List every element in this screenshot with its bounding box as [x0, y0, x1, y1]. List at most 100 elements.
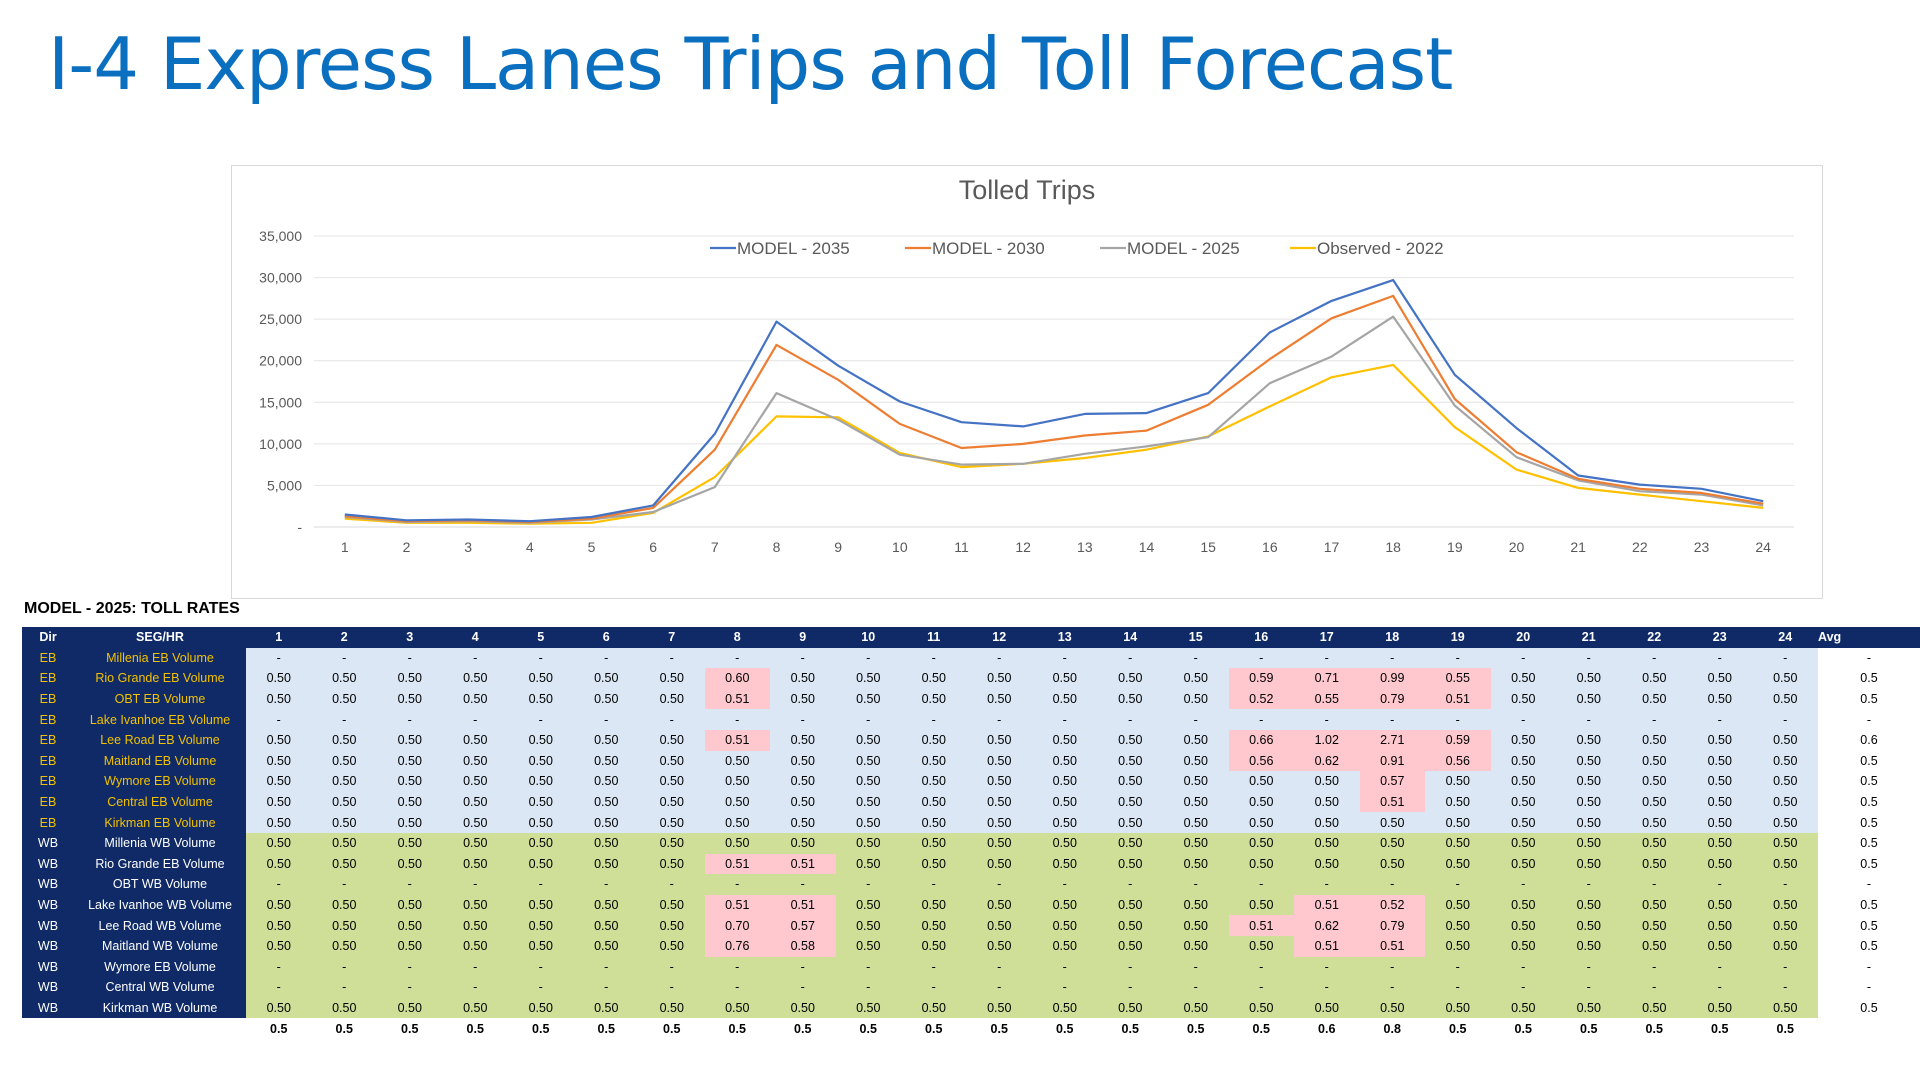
- rate-cell: 0.50: [639, 832, 705, 854]
- x-tick-label: 18: [1385, 539, 1401, 555]
- hour-average-cell: 0.5: [1490, 1018, 1556, 1039]
- hour-average-cell: 0.6: [1294, 1018, 1360, 1039]
- rate-cell: 0.50: [1425, 832, 1491, 854]
- rate-cell: 0.50: [377, 668, 443, 689]
- rate-cell: 0.50: [508, 935, 574, 957]
- rate-cell: 0.50: [835, 771, 901, 792]
- chart-title: Tolled Trips: [959, 175, 1096, 205]
- rate-cell: 0.50: [770, 771, 836, 792]
- avg-cell: -: [1818, 647, 1920, 669]
- rate-cell: -: [1294, 977, 1360, 998]
- header-seg: SEG/HR: [74, 627, 246, 648]
- rate-cell: 0.51: [1359, 791, 1425, 813]
- rate-cell: 0.50: [1490, 729, 1556, 751]
- y-tick-label: 20,000: [259, 353, 302, 369]
- rate-cell: -: [1097, 874, 1163, 895]
- rate-cell: 0.50: [639, 853, 705, 875]
- rate-cell: 0.50: [1425, 894, 1491, 916]
- rate-cell: -: [1556, 709, 1622, 730]
- rate-cell: 1.02: [1294, 729, 1360, 751]
- rate-cell: -: [1425, 874, 1491, 895]
- rate-cell: 0.50: [1490, 915, 1556, 936]
- footer-blank: [22, 1018, 74, 1039]
- table-title: MODEL - 2025: TOLL RATES: [24, 600, 240, 617]
- header-hour: 9: [770, 627, 836, 648]
- rate-cell: 0.51: [1228, 915, 1294, 936]
- rate-cell: 0.50: [901, 688, 967, 710]
- segment-cell: Millenia WB Volume: [74, 832, 246, 854]
- rate-cell: 0.50: [1228, 771, 1294, 792]
- rate-cell: 0.50: [835, 668, 901, 689]
- rate-cell: 0.50: [1359, 812, 1425, 833]
- rate-cell: 0.50: [377, 750, 443, 772]
- rate-cell: 0.50: [901, 791, 967, 813]
- rate-cell: 0.50: [573, 915, 639, 936]
- rate-cell: 0.50: [1032, 688, 1098, 710]
- segment-cell: OBT EB Volume: [74, 688, 246, 710]
- rate-cell: -: [1359, 647, 1425, 669]
- avg-cell: -: [1818, 709, 1920, 730]
- rate-cell: 0.50: [1621, 668, 1687, 689]
- dir-cell: WB: [22, 832, 74, 854]
- table-row: WB Maitland WB Volume 0.50 0.50 0.50 0.50 0.50…: [22, 935, 1920, 957]
- rate-cell: 0.50: [573, 935, 639, 957]
- rate-cell: -: [508, 956, 574, 978]
- rate-cell: -: [573, 647, 639, 669]
- y-tick-label: 25,000: [259, 311, 302, 327]
- rate-cell: 0.50: [246, 668, 312, 689]
- rate-cell: 0.50: [1556, 894, 1622, 916]
- footer-blank: [1818, 1018, 1920, 1039]
- table-row: EB Millenia EB Volume - - - - - - - - - - - - - - - - - - - -…: [22, 647, 1920, 669]
- hour-average-cell: 0.5: [1752, 1018, 1818, 1039]
- rate-cell: 0.50: [1752, 668, 1818, 689]
- chart-container: Tolled Trips - 5,000 10,000 15,000 20,000 25,…: [231, 165, 1823, 599]
- hour-average-cell: 0.5: [442, 1018, 508, 1039]
- table-row: EB Maitland EB Volume 0.50 0.50 0.50 0.50 0.50…: [22, 750, 1920, 772]
- avg-cell: 0.5: [1818, 935, 1920, 957]
- legend-label: MODEL - 2030: [932, 239, 1045, 258]
- rate-cell: -: [1359, 874, 1425, 895]
- rate-cell: 0.50: [573, 853, 639, 875]
- rate-cell: 0.50: [246, 997, 312, 1019]
- segment-cell: Wymore EB Volume: [74, 771, 246, 792]
- rate-cell: 0.50: [1556, 771, 1622, 792]
- segment-cell: Rio Grande EB Volume: [74, 853, 246, 875]
- x-tick-label: 19: [1447, 539, 1463, 555]
- rate-cell: 0.52: [1359, 894, 1425, 916]
- rate-cell: 0.50: [508, 668, 574, 689]
- rate-cell: -: [1097, 647, 1163, 669]
- rate-cell: -: [1687, 977, 1753, 998]
- rate-cell: -: [770, 956, 836, 978]
- rate-cell: 0.50: [770, 688, 836, 710]
- avg-cell: 0.5: [1818, 771, 1920, 792]
- hour-average-cell: 0.5: [1425, 1018, 1491, 1039]
- avg-cell: 0.5: [1818, 791, 1920, 813]
- rate-cell: -: [704, 977, 770, 998]
- rate-cell: 0.51: [1425, 688, 1491, 710]
- rate-cell: 0.50: [1621, 853, 1687, 875]
- dir-cell: WB: [22, 935, 74, 957]
- rate-cell: 0.50: [311, 791, 377, 813]
- rate-cell: 0.50: [508, 688, 574, 710]
- rate-cell: -: [1032, 709, 1098, 730]
- rate-cell: -: [442, 709, 508, 730]
- rate-cell: -: [1228, 874, 1294, 895]
- rate-cell: 0.50: [311, 832, 377, 854]
- rate-cell: 0.50: [377, 935, 443, 957]
- dir-cell: EB: [22, 709, 74, 730]
- rate-cell: 0.50: [508, 915, 574, 936]
- rate-cell: 0.50: [1228, 997, 1294, 1019]
- rate-cell: 0.50: [1032, 997, 1098, 1019]
- rate-cell: 0.50: [770, 791, 836, 813]
- avg-cell: 0.5: [1818, 894, 1920, 916]
- rate-cell: 0.50: [1556, 935, 1622, 957]
- header-hour: 8: [704, 627, 770, 648]
- rate-cell: 0.50: [639, 771, 705, 792]
- rate-cell: -: [1556, 874, 1622, 895]
- rate-cell: 0.50: [1752, 812, 1818, 833]
- x-tick-label: 7: [711, 539, 719, 555]
- rate-cell: 0.50: [573, 688, 639, 710]
- rate-cell: 0.50: [442, 894, 508, 916]
- rate-cell: -: [1490, 647, 1556, 669]
- x-tick-label: 1: [341, 539, 349, 555]
